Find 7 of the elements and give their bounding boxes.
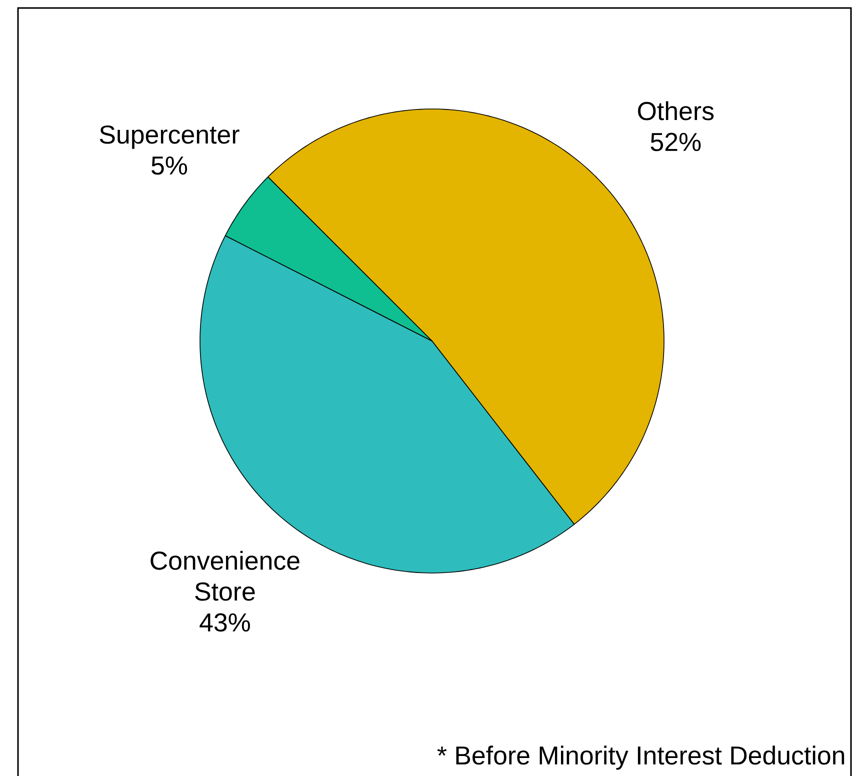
data-label: 43% <box>200 613 250 632</box>
slice-label: Supercenter <box>100 125 240 149</box>
data-label: 52% <box>650 132 701 152</box>
data-label: 5% <box>152 156 188 175</box>
slice-label: Others <box>638 101 714 120</box>
slice-label: Convenience Store <box>150 550 300 601</box>
text: * Before Minority Interest Deduction <box>437 746 844 770</box>
